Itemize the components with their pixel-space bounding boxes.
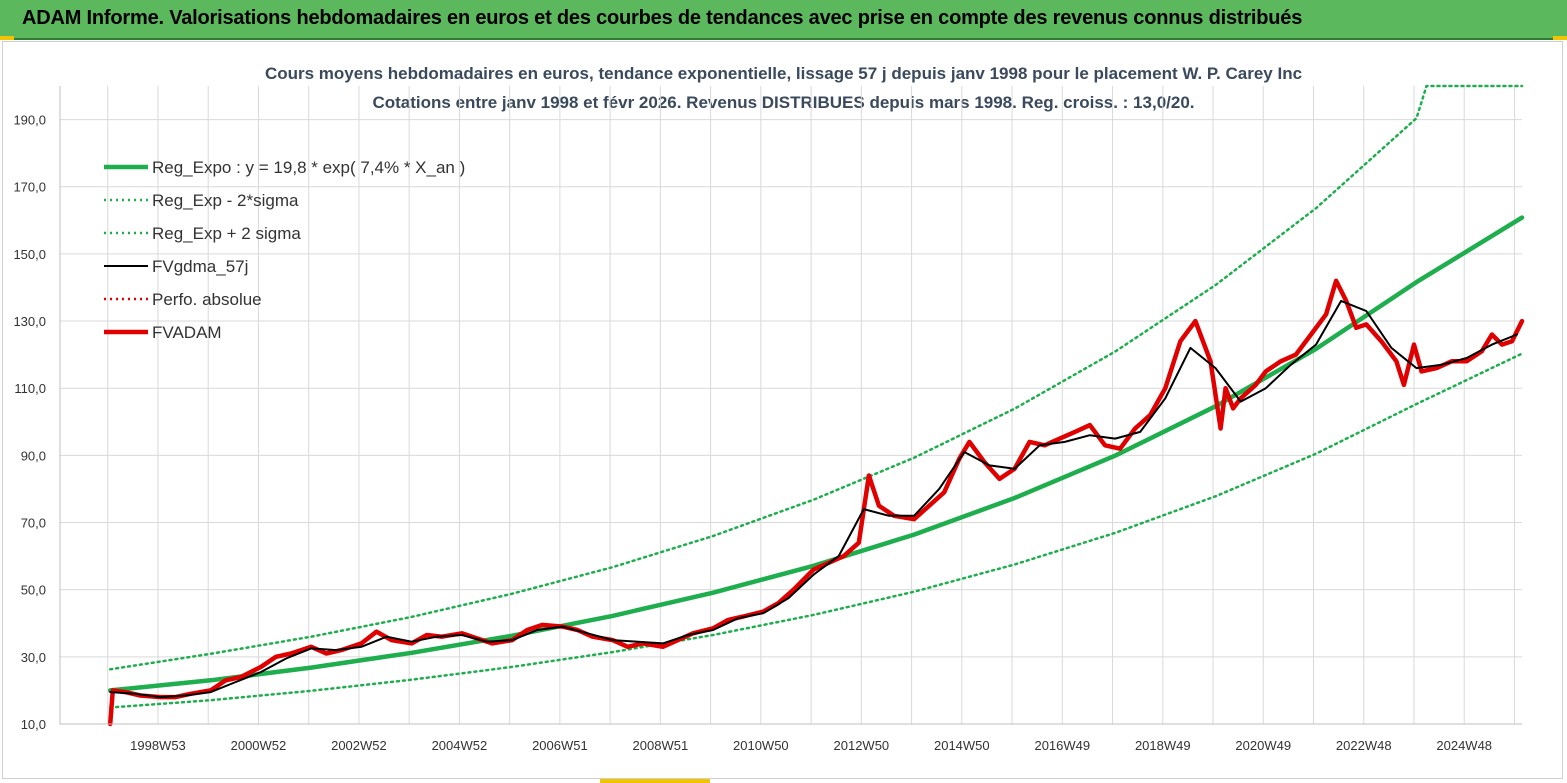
series-line-1 bbox=[108, 352, 1524, 709]
x-tick-label: 2006W51 bbox=[532, 738, 588, 753]
x-tick-label: 2002W52 bbox=[331, 738, 387, 753]
series-line-4 bbox=[107, 278, 1525, 727]
x-tick-label: 2012W50 bbox=[834, 738, 890, 753]
x-tick-label: 2020W49 bbox=[1235, 738, 1291, 753]
grid-layer bbox=[60, 86, 1522, 725]
x-tick-label: 2004W52 bbox=[432, 738, 488, 753]
x-tick-label: 2000W52 bbox=[231, 738, 287, 753]
y-tick-label: 10,0 bbox=[21, 717, 46, 732]
y-tick-label: 30,0 bbox=[21, 650, 46, 665]
y-tick-label: 90,0 bbox=[21, 448, 46, 463]
legend-label: FVADAM bbox=[152, 323, 222, 342]
banner: ADAM Informe. Valorisations hebdomadaire… bbox=[0, 0, 1567, 40]
legend-label: Reg_Expo : y = 19,8 * exp( 7,4% * X_an ) bbox=[152, 158, 465, 177]
x-tick-label: 2008W51 bbox=[633, 738, 689, 753]
y-tick-label: 170,0 bbox=[13, 180, 46, 195]
banner-title: ADAM Informe. Valorisations hebdomadaire… bbox=[22, 7, 1303, 29]
series-layer bbox=[107, 84, 1525, 727]
x-tick-label: 2022W48 bbox=[1336, 738, 1392, 753]
series-line-0 bbox=[107, 215, 1525, 693]
y-tick-label: 50,0 bbox=[21, 583, 46, 598]
y-tick-label: 70,0 bbox=[21, 516, 46, 531]
banner-accent-right bbox=[1553, 36, 1567, 40]
x-tick-label: 2016W49 bbox=[1034, 738, 1090, 753]
legend-label: Reg_Exp - 2*sigma bbox=[152, 191, 299, 210]
series-line-3 bbox=[109, 299, 1518, 699]
banner-accent-left bbox=[0, 36, 14, 40]
chart-subtitle: Cotations entre janv 1998 et févr 2026. … bbox=[372, 93, 1195, 112]
legend-label: Perfo. absolue bbox=[152, 290, 262, 309]
y-tick-label: 130,0 bbox=[13, 314, 46, 329]
x-tick-label: 2018W49 bbox=[1135, 738, 1191, 753]
axis-layer: 10,0 30,0 50,0 70,0 90,0 110,0 130,0 150,0 170,0… bbox=[13, 86, 1522, 753]
y-tick-label: 150,0 bbox=[13, 247, 46, 262]
x-tick-label: 2010W50 bbox=[733, 738, 789, 753]
y-tick-label: 110,0 bbox=[14, 381, 46, 396]
y-tick-label: 190,0 bbox=[13, 113, 46, 128]
x-tick-label: 2014W50 bbox=[934, 738, 990, 753]
series-line-2 bbox=[108, 84, 1524, 671]
legend-label: Reg_Exp + 2 sigma bbox=[152, 224, 301, 243]
x-tick-label: 1998W53 bbox=[130, 738, 186, 753]
bottom-accent bbox=[600, 779, 710, 783]
chart-frame bbox=[2, 41, 1563, 779]
legend: Reg_Expo : y = 19,8 * exp( 7,4% * X_an )… bbox=[104, 158, 465, 342]
x-tick-label: 2024W48 bbox=[1436, 738, 1492, 753]
legend-label: FVgdma_57j bbox=[152, 257, 248, 276]
chart-title: Cours moyens hebdomadaires en euros, ten… bbox=[264, 64, 1303, 83]
